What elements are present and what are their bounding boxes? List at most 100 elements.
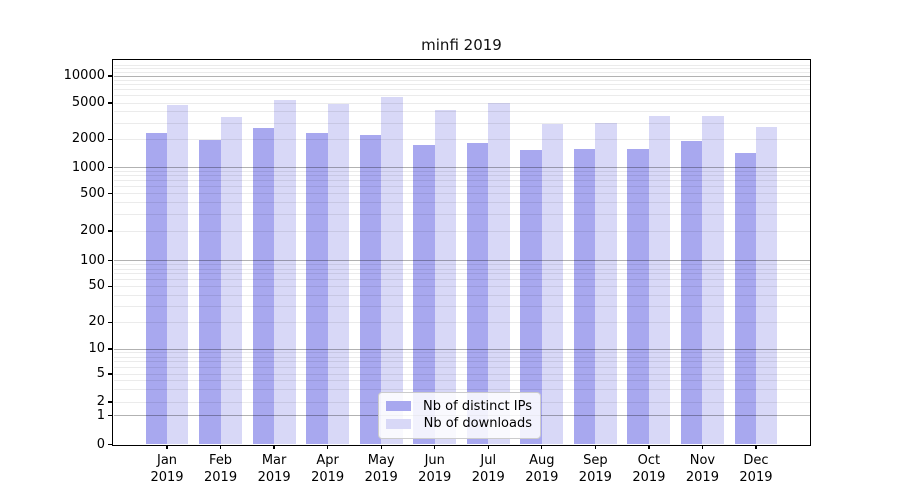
gridline-50 [113, 285, 810, 287]
x-tick-mark-nov [701, 444, 704, 449]
bar-distinct-ips-dec [734, 152, 756, 445]
x-tick-mark-jan [166, 444, 168, 449]
gridline-100 [113, 260, 810, 262]
y-tick-label-100: 100 [80, 252, 105, 268]
bar-downloads-nov [702, 116, 724, 445]
y-tick-mark-2000 [108, 138, 113, 140]
gridline-2000 [113, 138, 810, 140]
gridline-3000 [113, 122, 810, 124]
y-tick-mark-5000 [108, 102, 113, 104]
y-tick-mark-20 [108, 321, 113, 323]
gridline-300 [113, 213, 810, 215]
y-tick-label-20: 20 [88, 314, 105, 330]
gridline-11000 [113, 71, 810, 73]
gridline-9000 [113, 79, 810, 81]
bar-downloads-mar [274, 100, 296, 445]
x-tick-mark-jul [487, 444, 489, 449]
x-tick-mark-jun [434, 444, 436, 449]
gridline-10 [113, 348, 810, 350]
gridline-4000 [113, 111, 810, 113]
legend: Nb of distinct IPs Nb of downloads [378, 391, 541, 439]
y-tick-label-10000: 10000 [63, 68, 105, 83]
x-tick-mark-mar [273, 444, 275, 449]
gridline-5 [113, 373, 810, 375]
gridline-700 [113, 180, 810, 182]
y-tick-mark-10 [108, 348, 113, 350]
y-tick-label-1000: 1000 [71, 159, 105, 175]
gridline-60 [113, 279, 810, 281]
chart-title: minfi 2019 [421, 36, 502, 54]
bar-downloads-oct [648, 116, 671, 445]
gridline-3 [113, 389, 810, 391]
bar-downloads-may [381, 97, 403, 445]
x-tick-label-apr: Apr 2019 [311, 452, 345, 486]
gridline-7000 [113, 89, 810, 91]
x-tick-label-sep: Sep 2019 [578, 452, 612, 486]
gridline-500 [113, 193, 810, 195]
bar-distinct-ips-mar [252, 128, 275, 445]
bar-distinct-ips-feb [199, 140, 221, 445]
y-tick-mark-200 [108, 230, 113, 232]
bar-downloads-aug [541, 123, 564, 445]
x-tick-label-jul: Jul 2019 [471, 452, 505, 486]
y-tick-label-2: 2 [96, 394, 105, 409]
gridline-40 [113, 294, 810, 296]
y-tick-label-500: 500 [80, 185, 105, 201]
gridline-4 [113, 380, 810, 382]
y-tick-mark-10000 [108, 75, 113, 77]
y-tick-label-5000: 5000 [71, 95, 105, 110]
x-tick-label-dec: Dec 2019 [739, 452, 773, 486]
bar-downloads-sep [595, 123, 617, 445]
y-tick-mark-50 [108, 285, 113, 287]
y-tick-mark-2 [108, 401, 113, 403]
gridline-8000 [113, 84, 810, 86]
legend-item-downloads: Nb of downloads [386, 415, 532, 433]
legend-swatch-downloads [386, 418, 411, 429]
bar-downloads-jan [167, 105, 189, 445]
legend-label-distinct-ips: Nb of distinct IPs [423, 398, 532, 414]
x-tick-mark-apr [327, 444, 329, 449]
bar-downloads-feb [220, 116, 242, 445]
gridline-7 [113, 361, 810, 363]
y-tick-label-2000: 2000 [71, 131, 105, 147]
bar-downloads-apr [327, 104, 350, 445]
bar-distinct-ips-oct [627, 149, 649, 445]
x-tick-label-mar: Mar 2019 [257, 452, 291, 486]
x-tick-mark-feb [219, 444, 222, 449]
y-tick-mark-1000 [108, 166, 113, 169]
y-tick-label-50: 50 [88, 278, 105, 294]
plot-area [112, 58, 811, 446]
y-tick-label-5: 5 [96, 366, 105, 381]
gridline-200 [113, 230, 810, 232]
bar-downloads-jun [434, 109, 457, 445]
y-tick-label-0: 0 [96, 436, 105, 452]
y-tick-mark-0 [108, 443, 113, 446]
gridline-800 [113, 175, 810, 177]
gridline-90 [113, 264, 810, 266]
bar-distinct-ips-nov [681, 140, 703, 445]
y-tick-mark-1 [108, 414, 113, 417]
bar-distinct-ips-sep [573, 148, 596, 445]
bar-distinct-ips-aug [520, 149, 542, 445]
gridline-5000 [113, 102, 810, 104]
y-tick-mark-500 [108, 192, 113, 195]
gridline-80 [113, 268, 810, 270]
x-tick-label-may: May 2019 [364, 452, 398, 486]
gridline-10000 [113, 75, 810, 77]
gridline-6000 [113, 95, 810, 97]
bar-distinct-ips-apr [306, 133, 328, 445]
gridline-900 [113, 171, 810, 173]
gridline-6 [113, 366, 810, 368]
x-tick-label-feb: Feb 2019 [204, 452, 238, 486]
legend-item-distinct-ips: Nb of distinct IPs [386, 398, 532, 416]
x-tick-label-jun: Jun 2019 [418, 452, 452, 486]
gridline-400 [113, 202, 810, 204]
x-tick-label-aug: Aug 2019 [525, 452, 559, 486]
x-tick-mark-aug [541, 444, 543, 449]
x-tick-mark-dec [755, 444, 757, 449]
grid-layer [113, 60, 810, 445]
x-tick-label-oct: Oct 2019 [632, 452, 666, 486]
gridline-1000 [113, 167, 810, 169]
legend-swatch-distinct-ips [386, 401, 411, 412]
